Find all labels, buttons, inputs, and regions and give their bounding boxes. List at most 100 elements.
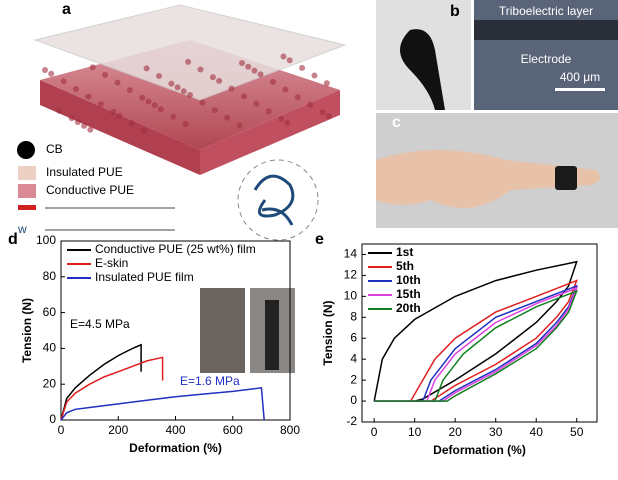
cb-particle [224,114,231,121]
x-tick-label: 40 [530,425,544,439]
cb-particle [228,85,235,92]
hand [376,150,600,208]
cb-particle [299,64,306,71]
plot-frame [361,243,598,423]
x-tick-label: 0 [58,423,65,437]
image-text: Triboelectric layer [499,4,593,18]
panel-label: e [315,231,324,248]
inset-photo [200,288,245,373]
panel-label: a [62,1,71,18]
cb-particle [216,77,223,84]
cb-particle [282,86,289,93]
y-tick-label: 80 [43,269,57,283]
panel-c [376,113,618,228]
cb-particle [307,101,314,108]
y-tick-label: 0 [350,393,357,407]
panel-label: c [392,114,401,131]
ring-device [555,166,577,190]
cb-particle [174,84,181,91]
cb-particle [280,53,287,60]
cb-particle [42,67,48,73]
cb-particle [182,121,189,128]
cb-particle [81,122,88,129]
annotation: E=1.6 MPa [180,374,240,388]
panel-label: d [8,231,18,248]
legend-text: 20th [396,301,421,315]
cb-particle [68,115,75,122]
x-axis-title: Deformation (%) [129,441,222,455]
y-tick-label: 40 [43,341,57,355]
cb-particle [102,71,109,78]
x-tick-label: 200 [108,423,128,437]
y-tick-label: 0 [49,412,56,426]
x-tick-label: 20 [449,425,463,439]
x-axis-title: Deformation (%) [433,443,526,457]
cb-particle [251,67,258,74]
cb-particle [209,74,216,81]
cb-particle [187,92,193,98]
series-line [60,343,142,421]
cb-particle [197,66,204,73]
y-tick-label: 12 [344,268,358,282]
insulated-layer [33,4,347,101]
legend-text: CB [46,142,63,156]
micrograph-layer [474,20,618,40]
insulated-icon [18,166,36,180]
legend-text: 15th [396,287,421,301]
y-tick-label: 20 [43,376,57,390]
cb-particle [116,112,123,119]
cb-particle [143,65,150,72]
legend-text: 5th [396,259,414,273]
cb-particle [170,113,177,120]
legend-text: Insulated PUE [46,165,123,179]
cb-particle [278,115,285,122]
y-tick-label: 100 [36,233,56,247]
cb-particle [185,58,192,65]
x-tick-label: 0 [371,425,378,439]
x-tick-label: 30 [489,425,503,439]
y-tick-label: -2 [346,414,357,428]
series-line [60,356,164,421]
chain [253,174,295,226]
cb-particle [114,79,121,86]
cb-particle [270,79,276,85]
cb-particle [89,64,96,71]
x-tick-label: 800 [280,423,300,437]
series-line [60,386,265,421]
x-tick-label: 10 [408,425,422,439]
cb-icon [17,141,35,159]
conductive-edge [40,80,200,175]
y-tick-label: 4 [350,351,357,365]
series-line [374,286,579,402]
cb-particle [151,102,158,109]
cb-particle [265,108,272,115]
cb-particle [74,119,81,126]
series-line [374,284,579,402]
cb-particle [87,126,94,133]
conductive-icon [18,184,36,198]
annotation: E=4.5 MPa [70,317,130,331]
cb-particle [199,99,206,106]
cb-particle [180,88,187,95]
cb-particle [257,71,264,78]
cb-particle [145,98,152,105]
cb-particle [60,78,67,85]
cb-particle [73,86,79,92]
cb-particle [56,107,63,114]
cb-particle [294,94,301,101]
cb-particle [319,109,326,116]
y-tick-label: 6 [350,330,357,344]
cb-particle [286,57,293,64]
cb-particle [311,72,318,79]
panel-label: b [450,3,460,20]
image-text: Electrode [521,52,572,66]
legend-text: Conductive PUE [46,183,134,197]
micrograph [474,0,618,110]
cb-particle [126,87,133,94]
y-tick-label: 2 [350,372,357,386]
cb-particle [128,120,135,127]
ss-icon [18,205,36,210]
cb-particle [253,100,260,107]
y-axis-title: Tension (N) [20,298,34,363]
zoom-circle [237,159,319,241]
